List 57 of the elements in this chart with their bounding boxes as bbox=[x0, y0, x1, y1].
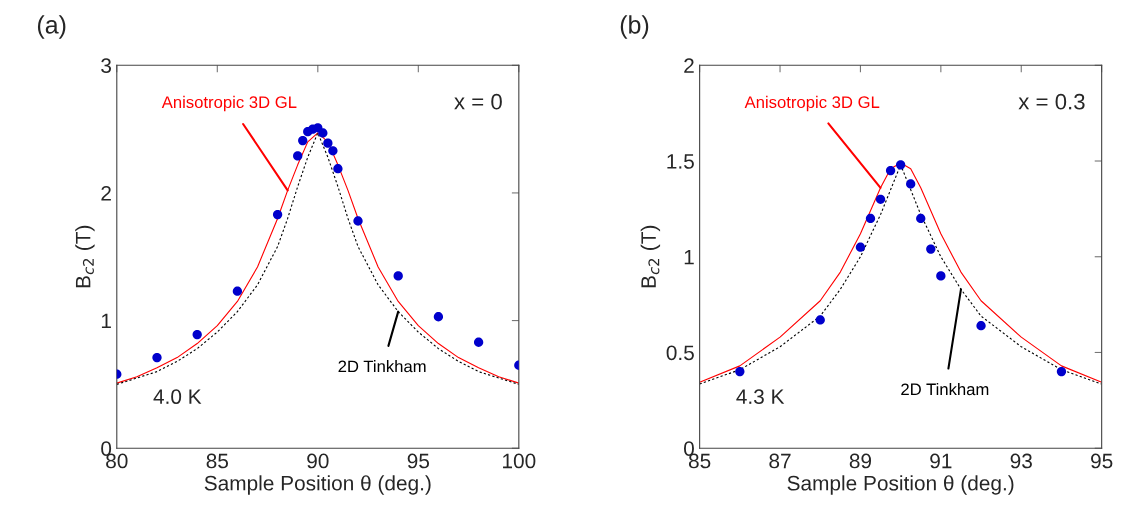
x-tick-label: 90 bbox=[307, 453, 329, 469]
point bbox=[473, 337, 484, 347]
point bbox=[433, 312, 444, 322]
point bbox=[323, 138, 333, 148]
x-tick-label: 89 bbox=[849, 453, 872, 469]
point bbox=[393, 271, 403, 281]
x-tick-label: 95 bbox=[407, 453, 430, 469]
x-axis-title: Sample Position θ (deg.) bbox=[204, 475, 431, 495]
point bbox=[152, 352, 162, 363]
point bbox=[318, 128, 328, 138]
y-tick-label: 2 bbox=[684, 58, 694, 73]
annotation: 2D Tinkham bbox=[338, 360, 426, 373]
point bbox=[865, 213, 876, 224]
x-tick-label: 100 bbox=[503, 453, 536, 469]
point bbox=[232, 286, 243, 296]
x-axis-title: Sample Position θ (deg.) bbox=[787, 475, 1014, 495]
point bbox=[815, 315, 825, 325]
point bbox=[936, 271, 946, 281]
point bbox=[926, 244, 936, 254]
y-tick-label: 1 bbox=[684, 249, 694, 265]
annotation: Anisotropic 3D GL bbox=[744, 95, 880, 112]
point bbox=[916, 213, 926, 224]
point bbox=[333, 164, 343, 174]
point bbox=[875, 194, 886, 204]
point bbox=[1056, 366, 1067, 377]
y-axis-title: B$_{c2}$ (T) bbox=[75, 225, 95, 288]
y-tick-label: 3 bbox=[101, 58, 112, 74]
point bbox=[885, 165, 896, 176]
point bbox=[855, 242, 866, 252]
point bbox=[272, 209, 283, 220]
point bbox=[328, 146, 338, 156]
x-tick-label: 87 bbox=[769, 453, 791, 469]
annotation: Anisotropic 3D GL bbox=[161, 95, 297, 112]
y-tick-label: 1 bbox=[101, 313, 111, 329]
text: (a) bbox=[37, 15, 66, 39]
y-tick-label: 0.5 bbox=[666, 345, 694, 361]
annotation: 4.3 K bbox=[736, 389, 785, 405]
point bbox=[298, 135, 308, 146]
point bbox=[353, 216, 363, 226]
annotation: 2D Tinkham bbox=[901, 383, 989, 396]
point bbox=[976, 321, 986, 331]
y-axis-title: B$_{c2}$ (T) bbox=[640, 225, 661, 288]
text: (b) bbox=[620, 15, 649, 39]
x-tick-label: 91 bbox=[930, 453, 952, 469]
annotation: 4.0 K bbox=[153, 389, 202, 405]
y-tick-label: 1.5 bbox=[667, 154, 694, 169]
x-tick-label: 93 bbox=[1010, 453, 1032, 469]
point bbox=[735, 366, 745, 377]
annotation: x = 0 bbox=[454, 93, 502, 110]
point bbox=[192, 329, 202, 340]
point bbox=[293, 151, 303, 161]
x-tick-label: 95 bbox=[1091, 453, 1113, 469]
x-tick-label: 85 bbox=[206, 453, 229, 469]
point bbox=[906, 179, 916, 189]
point bbox=[895, 160, 906, 170]
y-tick-label: 2 bbox=[101, 185, 111, 201]
annotation: x = 0.3 bbox=[1018, 93, 1085, 110]
